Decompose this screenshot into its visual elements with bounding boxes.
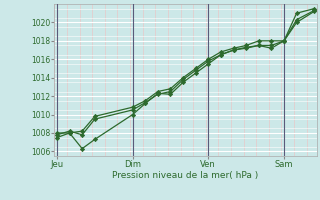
X-axis label: Pression niveau de la mer( hPa ): Pression niveau de la mer( hPa ) (112, 171, 259, 180)
